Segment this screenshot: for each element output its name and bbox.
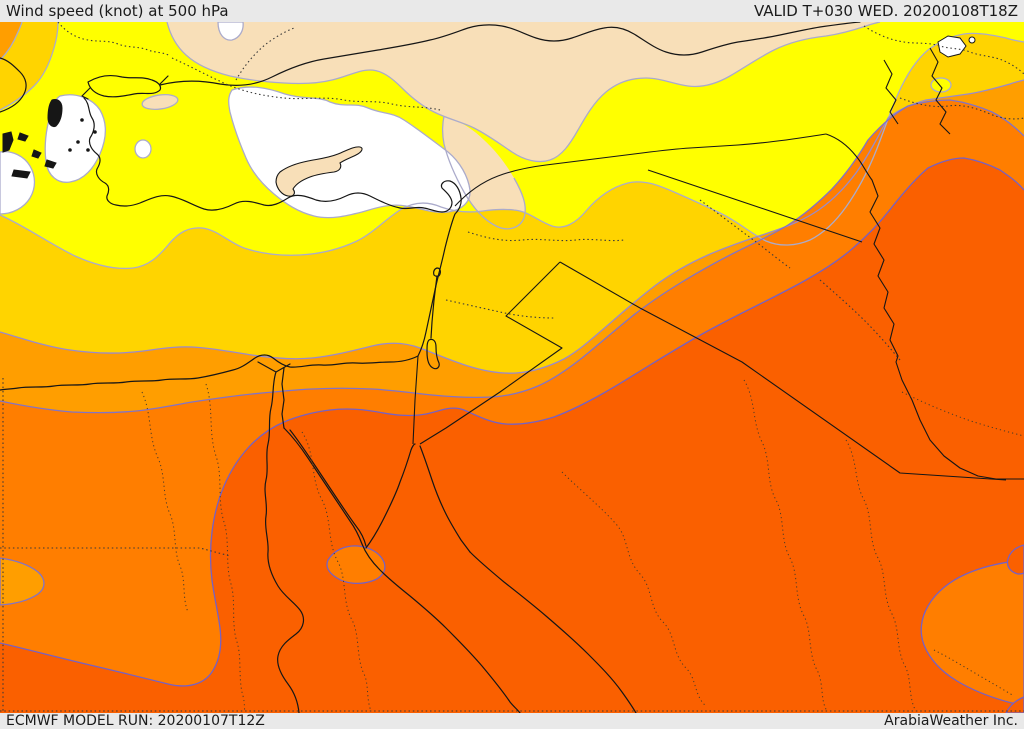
marmara-sea bbox=[81, 75, 169, 100]
jordan-iraq-border bbox=[559, 261, 641, 309]
red-sea-east-coast bbox=[469, 551, 637, 713]
jordan-saudi-border bbox=[419, 261, 563, 445]
egypt-israel-border bbox=[412, 355, 419, 445]
aegean-islands bbox=[2, 99, 63, 179]
gulf-of-suez-west bbox=[283, 427, 521, 713]
iraq-dotted bbox=[699, 199, 901, 361]
gulf-of-suez-east bbox=[289, 429, 367, 547]
admin-borders-dotted bbox=[141, 379, 1024, 712]
map-area bbox=[0, 22, 1024, 713]
syria-iraq-border bbox=[647, 169, 863, 243]
country-borders-solid bbox=[412, 47, 1024, 481]
valid-time-label: VALID T+030 WED. 20200108T18Z bbox=[753, 2, 1018, 20]
gulf-of-aqaba-west bbox=[365, 443, 416, 549]
suez-canal bbox=[281, 367, 285, 429]
egypt-sudan-border bbox=[0, 547, 231, 557]
provider-label: ArabiaWeather Inc. bbox=[884, 713, 1018, 729]
country-borders-dotted bbox=[0, 22, 1024, 712]
turkey-syria-border bbox=[454, 133, 827, 207]
footer-bar: ECMWF MODEL RUN: 20200107T12Z ArabiaWeat… bbox=[0, 713, 1024, 729]
cyprus-island bbox=[275, 146, 363, 197]
dead-sea bbox=[426, 267, 441, 370]
anatolia-dotted-1 bbox=[171, 57, 441, 111]
iraq-saudi-border bbox=[639, 307, 1007, 481]
balkan-coast bbox=[0, 57, 27, 113]
wind-map-canvas bbox=[0, 22, 1024, 713]
page-title: Wind speed (knot) at 500 hPa bbox=[6, 2, 229, 20]
coastlines bbox=[0, 22, 861, 713]
gulf-of-aqaba-east bbox=[419, 445, 471, 553]
georgia-border bbox=[863, 25, 1024, 75]
lake-sevan bbox=[968, 36, 976, 44]
anatolia-dotted-2 bbox=[235, 27, 295, 81]
caucasus-borders bbox=[883, 47, 951, 135]
aras-border bbox=[899, 97, 1024, 120]
wind-bands bbox=[0, 22, 1024, 713]
model-run-label: ECMWF MODEL RUN: 20200107T12Z bbox=[6, 713, 265, 729]
iraq-iran-border bbox=[825, 133, 1024, 480]
anatolia-north-coast bbox=[159, 22, 861, 86]
water-bodies bbox=[275, 35, 976, 197]
syria-dotted bbox=[467, 231, 625, 242]
header-bar: Wind speed (knot) at 500 hPa VALID T+030… bbox=[0, 0, 1024, 22]
nile-river bbox=[257, 361, 305, 713]
mediterranean-coast bbox=[0, 97, 462, 391]
lake-van bbox=[937, 35, 967, 58]
balkan-borders bbox=[57, 22, 171, 57]
